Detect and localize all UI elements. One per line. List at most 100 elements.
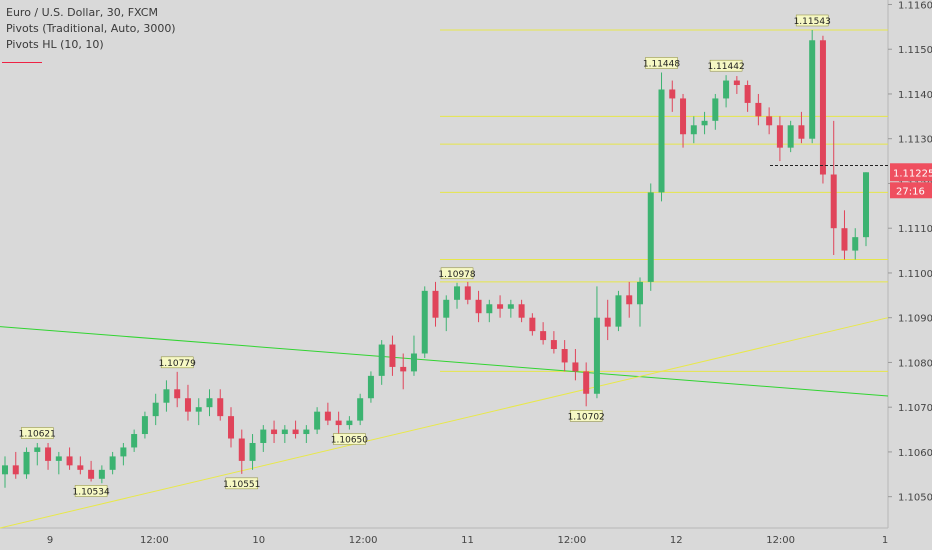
time-tick-label: 12:00 bbox=[766, 535, 795, 546]
candle-body bbox=[636, 281, 643, 305]
candle-body bbox=[12, 465, 19, 475]
price-tick-label: 1.10900 bbox=[898, 314, 932, 325]
candle-body bbox=[120, 447, 127, 457]
candle-body bbox=[184, 398, 191, 412]
candle-body bbox=[174, 389, 181, 399]
candle-body bbox=[561, 349, 568, 363]
price-tick-label: 1.11000 bbox=[898, 269, 932, 280]
pivot-hl-label-box bbox=[74, 485, 108, 497]
candle-body bbox=[464, 286, 471, 300]
candle-body bbox=[540, 331, 547, 341]
candle-body bbox=[410, 353, 417, 372]
candle-body bbox=[712, 98, 719, 121]
candle-body bbox=[755, 102, 762, 117]
time-tick-label: 9 bbox=[47, 535, 53, 546]
candle-body bbox=[45, 447, 52, 461]
candle-body bbox=[475, 299, 482, 314]
candle-body bbox=[389, 344, 396, 367]
candle-body bbox=[335, 420, 342, 426]
candle-body bbox=[324, 411, 331, 421]
pivot-hl-label-box bbox=[440, 267, 474, 280]
time-tick-label: 12:00 bbox=[140, 535, 169, 546]
candle-body bbox=[206, 398, 213, 408]
pivot-hl-label-box bbox=[160, 356, 194, 369]
candle-body bbox=[583, 371, 590, 394]
candle-body bbox=[658, 89, 665, 193]
candle-body bbox=[55, 456, 62, 461]
pivot-hl-label: 1.10621 bbox=[19, 430, 56, 440]
price-tick-label: 1.11400 bbox=[898, 90, 932, 101]
candle-body bbox=[701, 120, 708, 126]
candle-body bbox=[141, 416, 148, 435]
legend-symbol[interactable]: Euro / U.S. Dollar, 30, FXCM bbox=[6, 6, 158, 19]
candle-body bbox=[443, 299, 450, 318]
candle-body bbox=[776, 125, 783, 148]
candle-body bbox=[626, 295, 633, 305]
candle-body bbox=[152, 402, 159, 417]
candle-body bbox=[34, 447, 41, 452]
legend-pivots-hl[interactable]: Pivots HL (10, 10) bbox=[6, 38, 104, 51]
candle-body bbox=[690, 125, 697, 135]
legend-line-swatch bbox=[2, 62, 42, 63]
pivot-hl-label: 1.10534 bbox=[72, 487, 109, 497]
candle-body bbox=[195, 407, 202, 412]
candle-body bbox=[507, 304, 514, 309]
pivot-hl-label: 1.11448 bbox=[643, 59, 680, 69]
candle-body bbox=[766, 116, 773, 126]
candle-body bbox=[454, 286, 461, 300]
price-axis-bg bbox=[888, 0, 932, 550]
price-tick-label: 1.11600 bbox=[898, 0, 932, 11]
time-tick-label: 11 bbox=[461, 535, 474, 546]
candle-body bbox=[357, 398, 364, 421]
pivot-hl-label: 1.10650 bbox=[331, 436, 368, 446]
candle-body bbox=[77, 465, 84, 470]
pivot-hl-label: 1.10978 bbox=[438, 270, 475, 280]
pivot-hl-label-box bbox=[569, 410, 603, 422]
countdown-badge bbox=[890, 182, 932, 199]
time-tick-label: 10 bbox=[252, 535, 265, 546]
candle-body bbox=[497, 304, 504, 309]
candle-body bbox=[733, 80, 740, 86]
candle-body bbox=[228, 416, 235, 439]
candle-body bbox=[432, 290, 439, 318]
candle-body bbox=[841, 228, 848, 251]
price-tick-label: 1.10600 bbox=[898, 448, 932, 459]
candle-body bbox=[830, 174, 837, 229]
price-tick-label: 1.11500 bbox=[898, 45, 932, 56]
pivot-hl-label: 1.10779 bbox=[159, 359, 196, 369]
candle-body bbox=[303, 429, 310, 435]
candle-body bbox=[314, 411, 321, 430]
pivot-hl-label-box bbox=[21, 427, 54, 439]
candle-body bbox=[744, 85, 751, 103]
legend-pivots[interactable]: Pivots (Traditional, Auto, 3000) bbox=[6, 22, 176, 35]
pivot-hl-label-box bbox=[709, 59, 743, 72]
candle-body bbox=[249, 442, 256, 461]
pivot-hl-label-box bbox=[225, 477, 259, 490]
candle-body bbox=[23, 451, 30, 475]
candle-body bbox=[550, 340, 557, 350]
candle-body bbox=[66, 456, 73, 466]
candle-body bbox=[238, 438, 245, 461]
candle-body bbox=[798, 125, 805, 139]
candle-body bbox=[88, 469, 95, 479]
candle-body bbox=[529, 317, 536, 332]
candle-body bbox=[604, 317, 611, 327]
pivot-hl-label: 1.10551 bbox=[223, 480, 260, 490]
candle-body bbox=[281, 429, 288, 435]
candle-body bbox=[852, 237, 859, 251]
candle-body bbox=[647, 192, 654, 282]
pivot-hl-label-box bbox=[795, 14, 829, 27]
trendline-yellow bbox=[0, 317, 889, 529]
candle-body bbox=[271, 429, 278, 435]
pivot-hl-label-box bbox=[645, 57, 678, 69]
candle-body bbox=[217, 398, 224, 417]
candle-body bbox=[518, 304, 525, 318]
candle-body bbox=[109, 456, 116, 470]
pivot-hl-label: 1.11442 bbox=[707, 62, 744, 72]
time-tick-label: 12 bbox=[670, 535, 683, 546]
time-tick-label: 12:00 bbox=[557, 535, 586, 546]
pivot-hl-label: 1.10702 bbox=[568, 412, 605, 422]
candle-body bbox=[787, 125, 794, 148]
